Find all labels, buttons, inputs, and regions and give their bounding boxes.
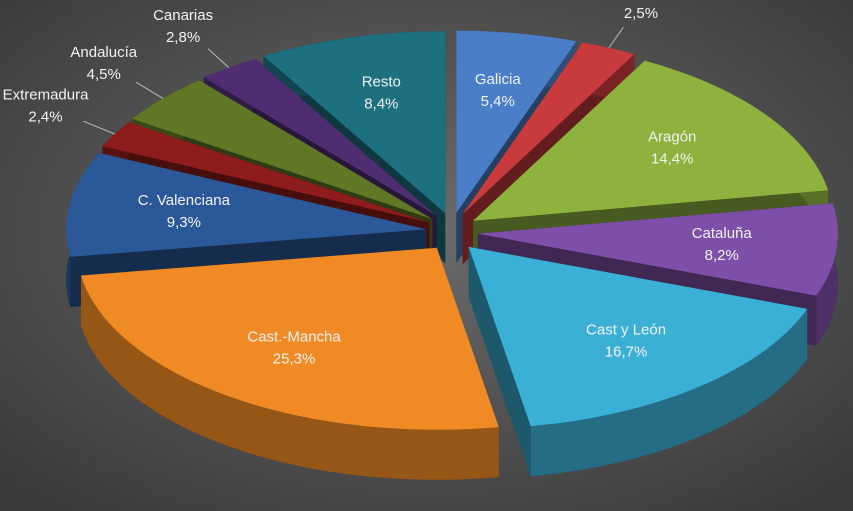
slice bbox=[81, 247, 499, 430]
slice-label: C. Valenciana bbox=[138, 192, 231, 209]
slice-label: Cataluña bbox=[692, 225, 753, 242]
slice-value-label: 25,3% bbox=[273, 350, 316, 367]
leader-line bbox=[608, 26, 624, 49]
slice-label: Cast.-Mancha bbox=[247, 328, 341, 345]
slice-wall bbox=[816, 203, 838, 346]
slice bbox=[132, 80, 433, 220]
slice-value-label: 16,7% bbox=[605, 344, 648, 361]
slice-value-label: 2,5% bbox=[624, 5, 658, 22]
slice-value-label: 2,8% bbox=[166, 29, 200, 46]
slice bbox=[462, 42, 635, 215]
slice bbox=[456, 30, 577, 213]
slice bbox=[102, 122, 430, 223]
slice-label: Extremadura bbox=[3, 87, 90, 104]
slice bbox=[203, 58, 437, 217]
slice-wall bbox=[530, 308, 808, 477]
leader-line bbox=[135, 81, 164, 99]
slice-value-label: 5,4% bbox=[481, 93, 515, 110]
slice-value-label: 9,3% bbox=[167, 214, 201, 231]
slice bbox=[473, 60, 829, 221]
slice-label: Galicia bbox=[475, 71, 522, 88]
slice bbox=[477, 203, 838, 296]
slice bbox=[263, 31, 446, 214]
slice-value-label: 8,4% bbox=[364, 96, 398, 113]
leader-line bbox=[207, 48, 230, 68]
slice-label: Canarias bbox=[153, 7, 213, 24]
slice-value-label: 2,4% bbox=[28, 109, 62, 126]
slice-label: Andalucía bbox=[70, 44, 137, 61]
slice-label: Resto bbox=[362, 74, 401, 91]
slice-label: Cast y León bbox=[586, 322, 666, 339]
leader-line bbox=[83, 120, 115, 135]
slice-wall bbox=[81, 275, 499, 480]
slice-side bbox=[468, 246, 531, 477]
slice-value-label: 4,5% bbox=[87, 66, 121, 83]
slice-value-label: 8,2% bbox=[705, 247, 739, 264]
slice bbox=[468, 246, 808, 427]
slice-label: Aragón bbox=[648, 129, 696, 146]
slice-value-label: 14,4% bbox=[651, 151, 694, 168]
slice bbox=[66, 153, 427, 257]
